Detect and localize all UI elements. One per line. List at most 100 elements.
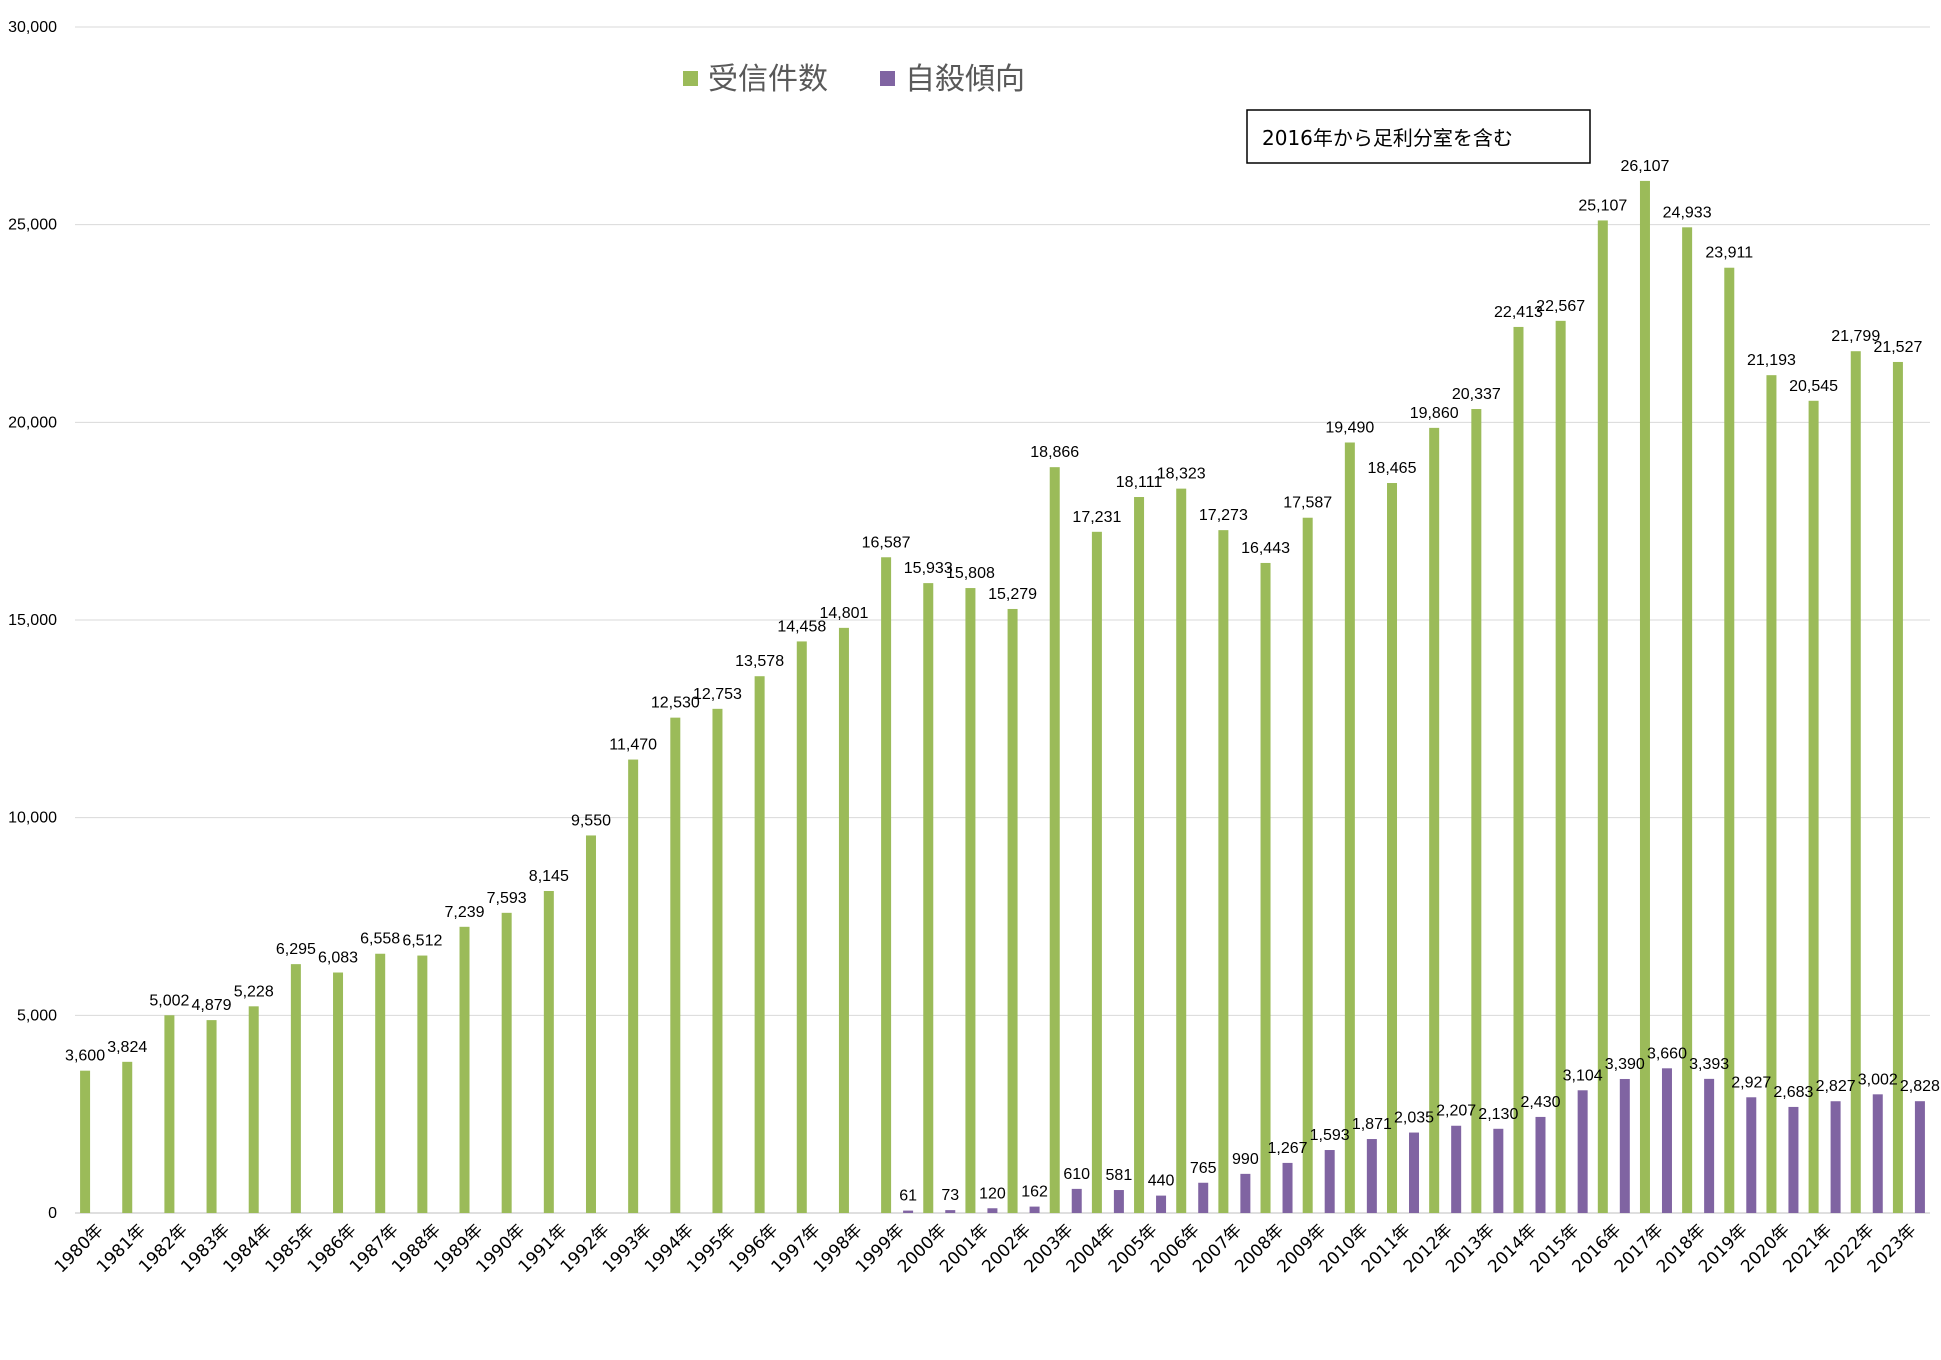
bar-suicidal — [1535, 1116, 1546, 1213]
bar-suicidal — [1156, 1195, 1167, 1213]
bar-received — [1892, 361, 1903, 1213]
data-label-received: 3,824 — [107, 1039, 147, 1056]
data-label-suicidal: 2,927 — [1731, 1074, 1771, 1091]
bar-suicidal — [1071, 1188, 1082, 1213]
data-label-received: 15,808 — [946, 565, 995, 582]
data-label-suicidal: 162 — [1021, 1184, 1048, 1201]
bar-received — [1682, 227, 1693, 1213]
bar-suicidal — [987, 1208, 998, 1213]
bar-suicidal — [903, 1210, 914, 1213]
bar-received — [1724, 267, 1735, 1213]
bar-received — [881, 557, 892, 1213]
bar-received — [459, 926, 470, 1213]
data-label-received: 6,083 — [318, 950, 358, 967]
bar-received — [290, 964, 301, 1213]
data-label-received: 5,228 — [234, 983, 274, 1000]
data-label-received: 13,578 — [735, 653, 784, 670]
bar-suicidal — [1872, 1094, 1883, 1213]
data-label-received: 6,512 — [402, 933, 442, 950]
bar-suicidal — [1661, 1068, 1672, 1213]
legend: 受信件数 自殺傾向 — [683, 62, 1025, 97]
bar-received — [1344, 442, 1355, 1213]
bar-received — [712, 708, 723, 1213]
bar-received — [1134, 497, 1145, 1213]
bars — [80, 180, 1925, 1214]
data-label-suicidal: 3,660 — [1647, 1045, 1687, 1062]
y-tick-label: 25,000 — [8, 217, 57, 234]
y-tick-label: 15,000 — [8, 612, 57, 629]
data-label-suicidal: 120 — [979, 1185, 1006, 1202]
bar-suicidal — [1113, 1190, 1124, 1213]
bar-received — [628, 759, 639, 1213]
bar-suicidal — [1409, 1132, 1420, 1213]
bar-received — [80, 1070, 91, 1213]
data-label-received: 7,593 — [487, 890, 527, 907]
data-label-received: 22,413 — [1494, 304, 1543, 321]
bar-received — [501, 912, 512, 1213]
bar-suicidal — [1704, 1078, 1715, 1213]
bar-received — [1007, 608, 1018, 1213]
data-label-received: 6,295 — [276, 941, 316, 958]
data-label-received: 20,337 — [1452, 386, 1501, 403]
bar-received — [1218, 530, 1229, 1213]
bar-suicidal — [1282, 1162, 1293, 1213]
y-tick-label: 10,000 — [8, 810, 57, 827]
data-label-received: 16,587 — [862, 534, 911, 551]
data-label-suicidal: 73 — [941, 1187, 959, 1204]
data-label-suicidal: 2,035 — [1394, 1110, 1434, 1127]
data-label-received: 14,801 — [819, 605, 868, 622]
bar-suicidal — [1914, 1101, 1925, 1213]
annotation-box: 2016年から足利分室を含む — [1246, 109, 1591, 164]
data-label-received: 18,866 — [1030, 444, 1079, 461]
data-label-received: 12,530 — [651, 695, 700, 712]
data-label-received: 11,470 — [609, 737, 657, 754]
data-label-suicidal: 610 — [1063, 1166, 1090, 1183]
bar-received — [1176, 488, 1187, 1213]
bar-received — [417, 955, 428, 1213]
data-label-received: 17,273 — [1199, 507, 1248, 524]
bar-received — [1766, 375, 1777, 1214]
y-axis: 0 5,000 10,000 15,000 20,000 25,000 30,000 — [8, 19, 57, 1222]
data-label-suicidal: 1,593 — [1310, 1127, 1350, 1144]
data-label-suicidal: 1,267 — [1268, 1140, 1308, 1157]
bar-received — [1597, 220, 1608, 1214]
y-tick-label: 20,000 — [8, 414, 57, 431]
data-label-suicidal: 440 — [1148, 1173, 1175, 1190]
data-label-received: 5,002 — [149, 992, 189, 1009]
bar-suicidal — [1830, 1101, 1841, 1213]
data-label-received: 16,443 — [1241, 540, 1290, 557]
data-label-suicidal: 765 — [1190, 1160, 1217, 1177]
bar-suicidal — [945, 1210, 956, 1213]
data-label-received: 22,567 — [1536, 298, 1585, 315]
bar-received — [670, 717, 681, 1213]
bar-suicidal — [1788, 1106, 1799, 1213]
bar-received — [923, 583, 934, 1213]
data-label-suicidal: 2,828 — [1900, 1078, 1940, 1095]
bar-received — [1850, 351, 1861, 1213]
data-label-received: 19,860 — [1410, 405, 1459, 422]
bar-received — [1639, 180, 1650, 1213]
bar-suicidal — [1324, 1150, 1335, 1213]
bar-received — [796, 641, 807, 1213]
annotation-text: 2016年から足利分室を含む — [1262, 126, 1513, 150]
data-label-suicidal: 3,393 — [1689, 1056, 1729, 1073]
data-label-received: 21,527 — [1873, 339, 1922, 356]
bar-received — [206, 1020, 217, 1213]
data-label-received: 21,799 — [1831, 328, 1880, 345]
bar-suicidal — [1619, 1078, 1630, 1213]
data-label-received: 20,545 — [1789, 378, 1838, 395]
bar-suicidal — [1366, 1139, 1377, 1213]
data-label-suicidal: 3,390 — [1605, 1056, 1645, 1073]
data-label-suicidal: 581 — [1106, 1167, 1133, 1184]
bar-received — [122, 1061, 133, 1213]
bar-suicidal — [1746, 1097, 1757, 1213]
bar-suicidal — [1240, 1173, 1251, 1213]
data-label-received: 3,600 — [65, 1048, 105, 1065]
data-label-received: 18,465 — [1368, 460, 1417, 477]
bar-received — [1302, 517, 1313, 1213]
bar-received — [1429, 427, 1440, 1213]
y-tick-label: 30,000 — [8, 19, 57, 36]
data-label-received: 15,933 — [904, 560, 953, 577]
